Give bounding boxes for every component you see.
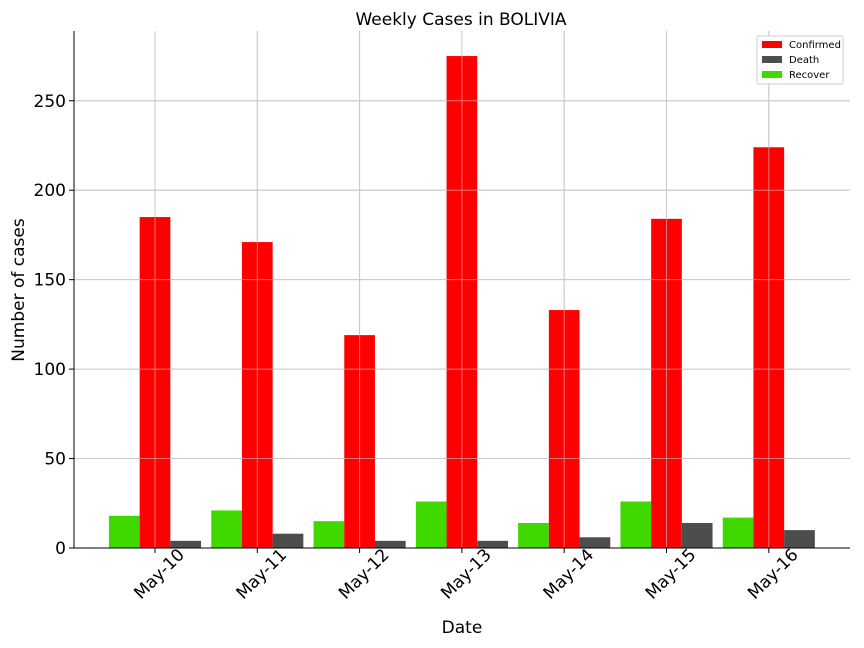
bar-death	[681, 522, 713, 548]
bar-death	[579, 537, 611, 548]
legend-swatch-death	[762, 56, 782, 63]
legend-label-death: Death	[789, 55, 819, 66]
bar-death	[477, 540, 508, 548]
x-tick-label: May-13	[437, 545, 495, 603]
y-tick-label: 250	[34, 92, 66, 112]
y-tick-label: 0	[55, 539, 66, 559]
bar-recover	[518, 522, 549, 548]
bar-recover	[108, 515, 140, 548]
legend-swatch-confirmed	[762, 41, 782, 48]
y-tick-label: 100	[34, 360, 66, 380]
legend-label-confirmed: Confirmed	[789, 40, 841, 51]
legend-swatch-recover	[762, 71, 782, 78]
x-tick-label: May-10	[130, 545, 188, 603]
bar-death	[272, 533, 304, 548]
y-tick-label: 200	[34, 181, 66, 201]
legend-label-recover: Recover	[789, 70, 830, 81]
y-tick-label: 150	[34, 271, 66, 291]
legend: Confirmed Death Recover	[756, 35, 844, 85]
bar-recover	[313, 521, 345, 548]
bar-recover	[620, 501, 652, 548]
x-tick-label: May-15	[642, 545, 700, 603]
bar-recover	[415, 501, 447, 548]
bar-death	[170, 540, 202, 548]
bar-death	[374, 540, 406, 548]
x-tick-label: May-14	[540, 545, 598, 603]
y-tick-label: 50	[44, 450, 66, 470]
bar-recover	[211, 510, 242, 548]
x-tick-label: May-16	[744, 545, 802, 603]
x-axis-label: Date	[442, 618, 483, 638]
x-tick-label: May-12	[335, 545, 393, 603]
bar-recover	[722, 517, 754, 548]
grid-overlay	[74, 31, 850, 549]
chart-title: Weekly Cases in BOLIVIA	[355, 10, 566, 30]
bar-death	[784, 530, 815, 548]
x-tick-label: May-11	[233, 545, 291, 603]
y-axis-label: Number of cases	[9, 218, 29, 362]
